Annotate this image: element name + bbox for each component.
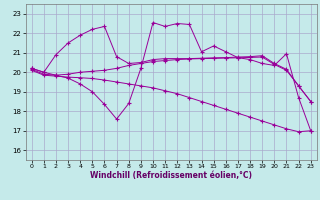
X-axis label: Windchill (Refroidissement éolien,°C): Windchill (Refroidissement éolien,°C): [90, 171, 252, 180]
